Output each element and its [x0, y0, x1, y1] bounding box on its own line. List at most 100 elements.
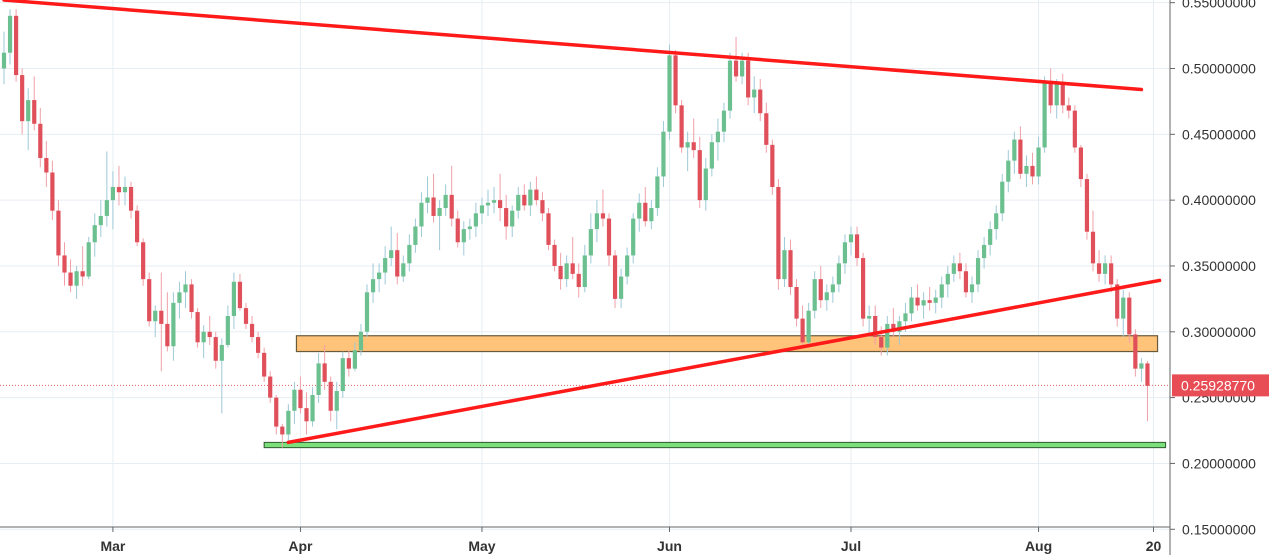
candle: [237, 273, 243, 311]
candle: [104, 151, 109, 227]
candle-body: [165, 323, 170, 347]
candle: [407, 234, 412, 272]
candle-body: [116, 186, 122, 193]
candle: [522, 184, 527, 211]
candle-body: [788, 250, 793, 288]
candle: [1109, 255, 1114, 293]
candle-body: [395, 250, 400, 277]
candle-body: [1006, 160, 1011, 182]
candle-body: [612, 255, 618, 299]
candle: [56, 200, 61, 266]
candle-body: [292, 389, 297, 411]
candle-body: [346, 358, 351, 369]
candle: [691, 118, 696, 159]
candle-body: [1018, 139, 1023, 174]
candle: [177, 281, 182, 319]
candle-body: [576, 273, 581, 288]
candle-body: [740, 60, 745, 77]
candle-body: [540, 200, 545, 214]
candle: [715, 118, 720, 161]
candle: [770, 139, 775, 195]
candle-body: [1133, 334, 1138, 369]
candle: [310, 387, 315, 427]
candle: [147, 272, 152, 327]
candle-body: [661, 131, 666, 177]
candle-body: [14, 15, 19, 76]
candle: [812, 271, 817, 319]
x-tick-label: 20: [1146, 538, 1162, 554]
candle-body: [673, 55, 678, 106]
candle-body: [709, 142, 714, 169]
x-tick-label: Aug: [1025, 538, 1052, 554]
candle: [153, 305, 158, 338]
candle-body: [564, 263, 569, 280]
candle: [655, 167, 660, 216]
candle: [171, 292, 176, 361]
candle-body: [1060, 84, 1065, 106]
candle: [201, 325, 206, 359]
candle: [969, 276, 975, 303]
candle: [963, 263, 969, 298]
candle-body: [135, 210, 140, 243]
candle-body: [183, 284, 188, 293]
candle-body: [44, 158, 49, 173]
candle-body: [449, 194, 454, 219]
candle-body: [667, 55, 672, 132]
candle: [256, 331, 261, 359]
candle-body: [1139, 363, 1144, 369]
candle: [540, 192, 545, 222]
candle-body: [867, 315, 872, 319]
candle: [933, 289, 938, 314]
candle-body: [546, 213, 551, 245]
candle: [516, 186, 521, 219]
candle-body: [528, 189, 533, 206]
candle: [50, 160, 55, 220]
candle-body: [685, 142, 690, 148]
candle: [1103, 255, 1108, 285]
candle: [401, 255, 406, 282]
candle: [44, 140, 49, 187]
candle: [443, 184, 448, 216]
candle-body: [570, 263, 575, 274]
candle-body: [473, 213, 478, 227]
candle-body: [92, 225, 97, 243]
candle: [830, 276, 835, 303]
candle: [612, 250, 618, 309]
candle-body: [721, 110, 727, 132]
lower-trendline: [286, 278, 1162, 445]
candle: [479, 197, 485, 224]
current-price-label: 0.25928770: [1181, 377, 1255, 393]
x-tick-label: Mar: [100, 538, 125, 554]
candle: [776, 179, 781, 290]
candle: [848, 226, 854, 256]
candle-body: [854, 234, 860, 259]
candle-body: [873, 315, 878, 338]
candle-body: [558, 265, 563, 280]
candle-body: [328, 381, 333, 411]
candle-body: [147, 279, 152, 322]
candle: [316, 352, 321, 403]
candle-body: [207, 331, 212, 338]
candle: [467, 218, 472, 240]
candle-body: [1066, 105, 1071, 111]
candle-body: [177, 292, 182, 303]
candle-body: [1103, 263, 1108, 274]
candle: [449, 165, 454, 227]
candle: [570, 237, 575, 280]
candle-body: [957, 263, 962, 272]
candle: [746, 52, 751, 106]
y-tick-label: 0.20000000: [1182, 455, 1256, 471]
candle: [1000, 173, 1005, 222]
candle: [225, 305, 230, 348]
candle: [183, 271, 188, 309]
candle-body: [534, 189, 539, 201]
candle: [528, 181, 533, 216]
candle-body: [316, 363, 321, 395]
candle: [377, 263, 382, 293]
candle: [280, 423, 285, 448]
candle-body: [498, 200, 503, 209]
candle-body: [1, 52, 7, 69]
candle: [249, 315, 255, 343]
candle: [885, 315, 890, 356]
